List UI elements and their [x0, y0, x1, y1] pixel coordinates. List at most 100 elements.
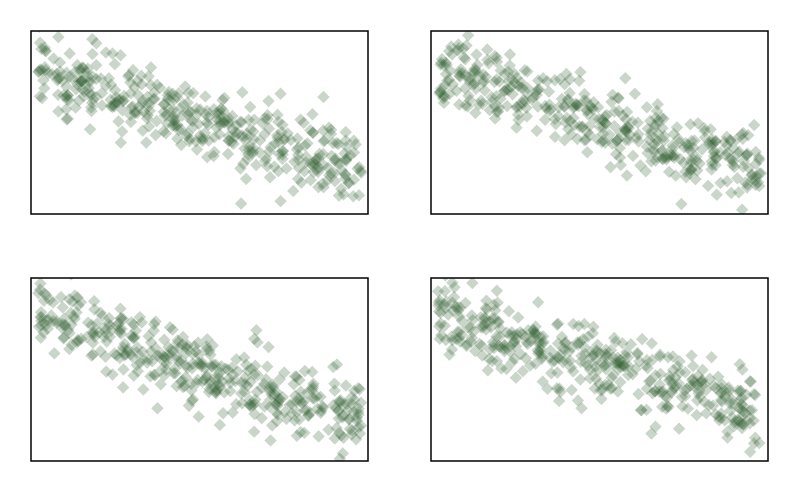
- data-point: [130, 346, 143, 359]
- data-point: [162, 340, 175, 354]
- data-point: [144, 344, 158, 358]
- data-point: [438, 90, 452, 103]
- data-point: [98, 325, 111, 339]
- data-point: [81, 76, 95, 89]
- data-point: [438, 79, 452, 92]
- data-point: [650, 133, 663, 147]
- data-point: [85, 318, 98, 332]
- data-point: [263, 383, 276, 396]
- data-point: [161, 88, 174, 102]
- data-point: [474, 94, 488, 107]
- data-point: [34, 310, 47, 324]
- data-point: [200, 369, 214, 382]
- data-point: [171, 336, 185, 350]
- data-point: [101, 316, 115, 330]
- data-point: [640, 140, 654, 153]
- data-point: [167, 109, 181, 122]
- data-point: [194, 132, 208, 145]
- data-point: [490, 284, 504, 298]
- data-point: [155, 348, 169, 361]
- data-point: [457, 42, 470, 55]
- data-point: [262, 340, 275, 354]
- data-point: [42, 67, 55, 80]
- data-point: [713, 414, 726, 427]
- data-point: [262, 94, 275, 108]
- data-point: [35, 64, 49, 77]
- data-point: [328, 384, 341, 397]
- data-point: [332, 189, 346, 202]
- data-point: [258, 112, 272, 125]
- data-point: [535, 347, 548, 360]
- data-point: [196, 356, 209, 370]
- data-point: [650, 118, 663, 132]
- data-point: [342, 176, 356, 190]
- data-point: [349, 138, 362, 151]
- data-point: [339, 379, 353, 392]
- data-point: [718, 414, 731, 427]
- data-point: [682, 141, 695, 154]
- data-point: [541, 382, 554, 395]
- data-point: [605, 95, 618, 109]
- data-point: [504, 328, 517, 342]
- data-point: [316, 147, 330, 161]
- data-point: [668, 381, 681, 395]
- data-point: [447, 290, 461, 304]
- data-point: [160, 357, 173, 370]
- data-point: [240, 358, 253, 371]
- data-point: [52, 72, 65, 85]
- data-point: [272, 395, 285, 408]
- data-point: [140, 136, 153, 149]
- data-point: [108, 100, 121, 113]
- data-point: [117, 89, 131, 103]
- data-point: [710, 188, 723, 201]
- data-point: [563, 73, 577, 86]
- data-point: [632, 135, 645, 148]
- data-point: [261, 108, 274, 122]
- data-point: [726, 155, 740, 168]
- data-point: [694, 376, 708, 390]
- data-point: [510, 328, 524, 341]
- data-point: [335, 429, 348, 442]
- data-point: [580, 104, 593, 117]
- data-point: [733, 415, 746, 428]
- data-point: [617, 359, 630, 373]
- data-point: [685, 152, 699, 165]
- data-point: [124, 108, 137, 122]
- data-point: [343, 412, 356, 426]
- data-point: [113, 325, 126, 339]
- data-point: [696, 373, 709, 387]
- data-point: [116, 95, 129, 108]
- data-point: [453, 66, 466, 79]
- data-point: [32, 65, 45, 79]
- data-point: [86, 325, 100, 339]
- data-point: [239, 172, 253, 186]
- data-point: [511, 79, 525, 93]
- data-point: [596, 113, 609, 127]
- data-point: [748, 174, 762, 187]
- data-point: [515, 96, 529, 110]
- data-point: [740, 388, 753, 401]
- data-point: [83, 75, 97, 89]
- data-point: [124, 329, 138, 342]
- data-point: [60, 90, 73, 104]
- data-point: [171, 118, 184, 132]
- data-point: [440, 295, 453, 308]
- data-point: [168, 114, 182, 127]
- data-point: [52, 105, 65, 118]
- data-point: [650, 104, 664, 118]
- data-point: [58, 318, 72, 331]
- data-point: [142, 120, 156, 133]
- data-point: [32, 286, 45, 300]
- data-point: [663, 369, 676, 383]
- data-point: [173, 341, 186, 355]
- data-point: [157, 98, 171, 111]
- data-point: [666, 377, 679, 391]
- data-point: [509, 340, 523, 353]
- data-point: [332, 412, 345, 425]
- data-point: [126, 63, 140, 77]
- data-point: [340, 152, 354, 165]
- data-point: [722, 381, 735, 394]
- data-point: [684, 379, 697, 392]
- data-point: [720, 139, 733, 152]
- data-point: [117, 312, 130, 326]
